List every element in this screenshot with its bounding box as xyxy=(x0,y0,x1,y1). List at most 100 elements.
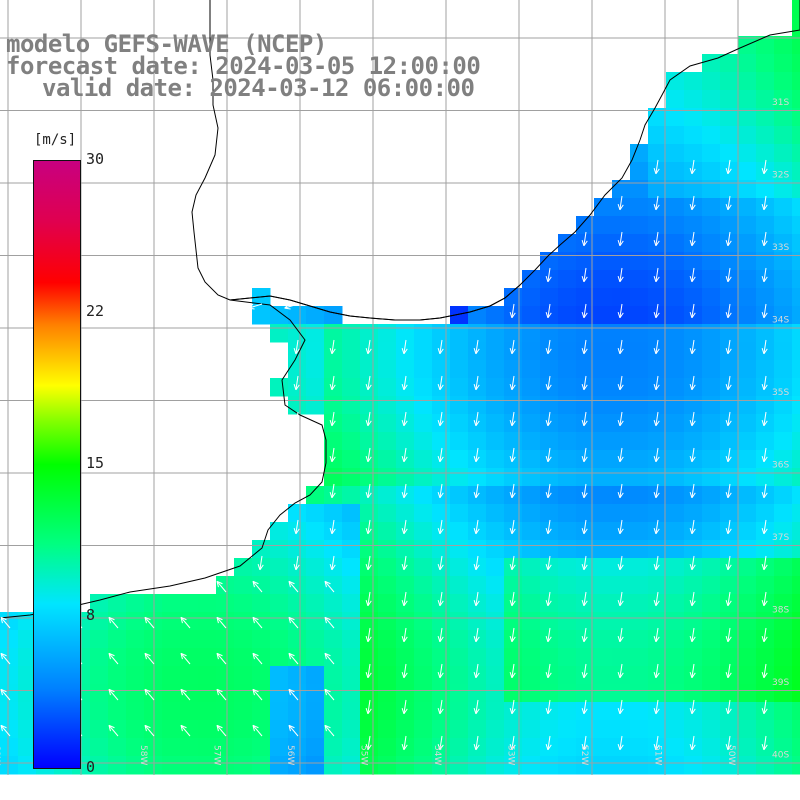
wind-arrow xyxy=(761,591,768,607)
wind-arrow xyxy=(365,339,372,355)
wind-cell xyxy=(684,144,703,163)
wind-cell xyxy=(162,612,181,631)
wind-cell xyxy=(0,738,19,757)
wind-cell xyxy=(288,684,307,703)
wind-arrow xyxy=(689,375,696,391)
wind-cell xyxy=(594,216,613,235)
wind-cell xyxy=(360,720,379,739)
wind-arrow xyxy=(581,591,588,607)
wind-cell xyxy=(738,486,757,505)
wind-cell xyxy=(666,126,685,145)
wind-cell xyxy=(540,396,559,415)
wind-arrow xyxy=(216,688,227,701)
wind-arrow xyxy=(473,339,480,355)
wind-cell xyxy=(738,558,757,577)
wind-arrow xyxy=(401,447,408,463)
wind-cell xyxy=(720,396,739,415)
wind-cell xyxy=(540,720,559,739)
wind-cell xyxy=(738,108,757,127)
wind-arrow xyxy=(365,411,372,427)
wind-cell xyxy=(756,756,775,775)
wind-cell xyxy=(144,630,163,649)
wind-cell xyxy=(558,720,577,739)
wind-cell xyxy=(504,360,523,379)
wind-arrow xyxy=(473,411,480,427)
wind-arrow xyxy=(248,303,263,310)
wind-arrow xyxy=(725,339,732,355)
wind-cell xyxy=(612,756,631,775)
wind-cell xyxy=(540,684,559,703)
wind-cell xyxy=(774,504,793,523)
wind-arrow xyxy=(437,483,444,499)
wind-cell xyxy=(450,360,469,379)
wind-cell xyxy=(270,540,289,559)
wind-cell xyxy=(0,684,19,703)
wind-arrow xyxy=(288,652,299,665)
wind-cell xyxy=(360,540,379,559)
wind-cell xyxy=(792,648,800,667)
wind-cell xyxy=(720,684,739,703)
wind-cell xyxy=(306,396,325,415)
wind-arrow xyxy=(437,411,444,427)
wind-cell xyxy=(18,630,37,649)
wind-cell xyxy=(486,486,505,505)
wind-arrow xyxy=(180,616,191,629)
wind-cell xyxy=(648,612,667,631)
wind-cell xyxy=(540,504,559,523)
wind-arrow xyxy=(761,663,768,679)
wind-cell xyxy=(702,504,721,523)
wind-arrow xyxy=(653,627,660,643)
wind-cell xyxy=(468,648,487,667)
latitude-labels: 31S 32S 33S 34S 35S 36S 37S 38S 39S 40S xyxy=(772,98,789,761)
wind-cell xyxy=(720,432,739,451)
wind-cell xyxy=(18,756,37,775)
wind-cell xyxy=(522,720,541,739)
wind-cell xyxy=(792,756,800,775)
wind-cell xyxy=(180,666,199,685)
wind-cell xyxy=(756,648,775,667)
wind-cell xyxy=(378,522,397,541)
wind-cell xyxy=(720,72,739,91)
wind-cell xyxy=(450,378,469,397)
wind-cell xyxy=(756,108,775,127)
wind-cell xyxy=(612,360,631,379)
wind-cell xyxy=(252,756,271,775)
wind-cell xyxy=(774,666,793,685)
wind-cell xyxy=(684,612,703,631)
wind-arrow xyxy=(329,375,336,391)
wind-cell xyxy=(414,414,433,433)
wind-cell xyxy=(504,540,523,559)
wind-cell xyxy=(648,216,667,235)
wind-cell xyxy=(378,594,397,613)
wind-cell xyxy=(324,702,343,721)
wind-cell xyxy=(468,720,487,739)
wind-arrow xyxy=(293,339,300,355)
wind-arrow xyxy=(365,591,372,607)
colorbar-tick-8: 8 xyxy=(86,606,96,624)
wind-cell xyxy=(612,576,631,595)
longitude-label: 50W xyxy=(726,745,736,765)
wind-arrow xyxy=(689,663,696,679)
wind-cell xyxy=(756,54,775,73)
wind-cell xyxy=(648,126,667,145)
wind-cell xyxy=(594,414,613,433)
latitude-label: 36S xyxy=(772,461,789,471)
wind-cell xyxy=(594,486,613,505)
latitude-label: 32S xyxy=(772,171,789,181)
longitude-label: 57W xyxy=(212,745,222,765)
wind-cell xyxy=(432,648,451,667)
wind-cell xyxy=(666,108,685,127)
wind-arrow xyxy=(284,303,299,310)
wind-cell xyxy=(756,288,775,307)
wind-cell xyxy=(522,450,541,469)
wind-cell xyxy=(324,756,343,775)
wind-cell xyxy=(234,702,253,721)
wind-cell xyxy=(666,306,685,325)
wind-arrow xyxy=(617,411,624,427)
wind-cell xyxy=(738,648,757,667)
wind-cell xyxy=(522,486,541,505)
wind-cell xyxy=(702,756,721,775)
wind-cell xyxy=(558,576,577,595)
wind-cell xyxy=(486,594,505,613)
wind-cell xyxy=(792,540,800,559)
